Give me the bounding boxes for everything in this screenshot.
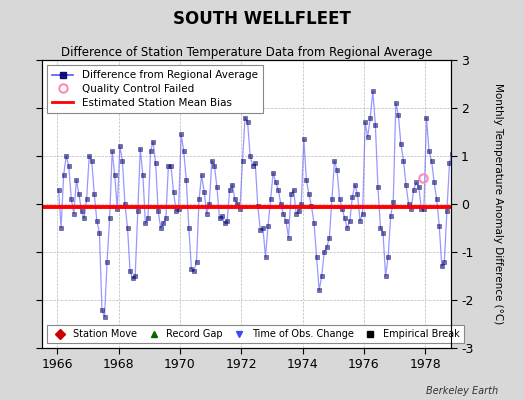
Title: Difference of Station Temperature Data from Regional Average: Difference of Station Temperature Data f… (61, 46, 432, 59)
Y-axis label: Monthly Temperature Anomaly Difference (°C): Monthly Temperature Anomaly Difference (… (493, 83, 503, 325)
Legend: Station Move, Record Gap, Time of Obs. Change, Empirical Break: Station Move, Record Gap, Time of Obs. C… (47, 325, 464, 343)
Text: Berkeley Earth: Berkeley Earth (425, 386, 498, 396)
Text: SOUTH WELLFLEET: SOUTH WELLFLEET (173, 10, 351, 28)
